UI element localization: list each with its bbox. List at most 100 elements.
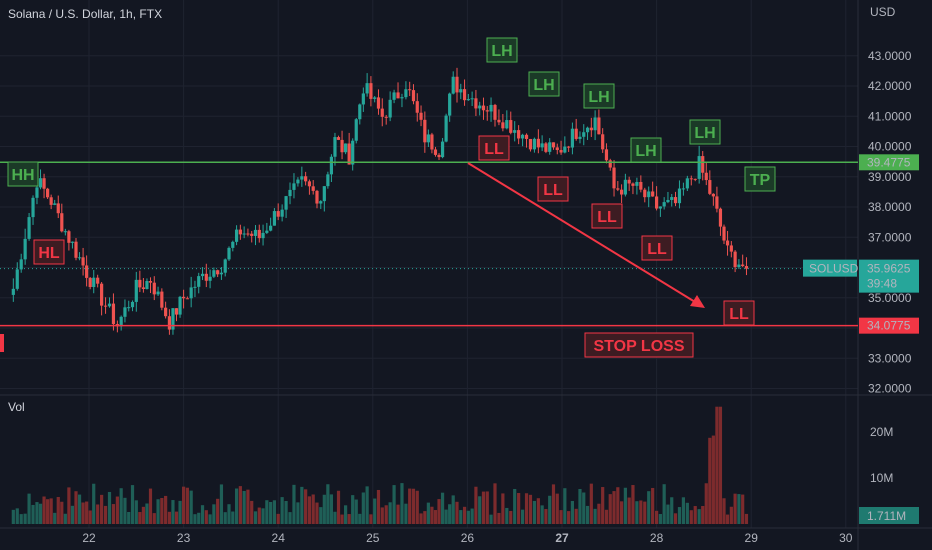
candle-body (96, 277, 100, 284)
volume-bar (326, 484, 330, 524)
level-price-tag (859, 317, 919, 334)
volume-bar (741, 494, 745, 524)
candle-body (365, 83, 369, 94)
x-tick-label: 29 (745, 531, 759, 545)
volume-bar (171, 500, 175, 524)
annotation-box (537, 176, 569, 202)
candle-body (612, 167, 616, 189)
candle-body (677, 188, 682, 204)
candle-body (369, 83, 373, 99)
candle-body (280, 209, 284, 217)
volume-bar (115, 496, 119, 524)
volume-bar (419, 513, 423, 524)
volume-bar (107, 491, 112, 524)
volume-bar (658, 514, 662, 524)
annotation-label: LL (484, 141, 504, 158)
candle-body (156, 291, 160, 295)
volume-bar (123, 497, 127, 524)
symbol-label: SOLUSD (809, 262, 859, 276)
candle-body (304, 176, 308, 182)
candle-body (167, 316, 172, 330)
volume-bar (725, 514, 730, 524)
candle-body (505, 120, 509, 129)
candle-body (347, 143, 351, 165)
candle-body (544, 143, 548, 152)
candle-body (242, 233, 246, 235)
volume-bar (532, 500, 537, 524)
volume-bar (655, 510, 659, 524)
volume-bar (701, 505, 705, 524)
volume-bar (369, 514, 373, 524)
volume-bar (74, 491, 78, 524)
volume-bar (524, 493, 529, 524)
volume-bar (481, 491, 486, 524)
candle-body (673, 197, 678, 204)
last-price-tag (859, 259, 919, 293)
candle-body (555, 147, 559, 151)
candle-body (536, 138, 540, 148)
volume-bar (130, 485, 135, 524)
candle-body (269, 225, 273, 231)
volume-bar (11, 509, 15, 524)
volume-bar (685, 502, 689, 524)
volume-bar (315, 502, 319, 524)
volume-bar (100, 494, 104, 524)
candle-body (234, 229, 239, 242)
annotation-box (33, 239, 65, 265)
candle-body (296, 179, 300, 184)
volume-bar (635, 501, 639, 524)
candle-body (711, 193, 715, 197)
candle-body (411, 90, 416, 102)
candle-body (11, 288, 15, 295)
candle-body (489, 104, 493, 112)
annotation-box (7, 161, 39, 187)
volume-bar (242, 490, 246, 524)
volume-bar (582, 492, 586, 524)
volume-bar (265, 500, 269, 524)
annotation-label: LH (588, 89, 609, 106)
candle-body (152, 282, 156, 295)
candle-body (655, 196, 659, 209)
volume-bar (673, 513, 678, 524)
annotation-box (689, 119, 721, 145)
candle-body (647, 191, 651, 198)
volume-bar (400, 483, 404, 524)
candle-body (532, 138, 537, 150)
candle-body (658, 206, 662, 209)
volume-bar (485, 491, 489, 524)
candle-body (74, 241, 78, 258)
volume-bar (604, 509, 609, 524)
candle-body (437, 154, 441, 158)
y-tick-label: 40.0000 (868, 140, 912, 154)
volume-bar (384, 505, 388, 524)
y-tick-label: 32.0000 (868, 382, 912, 396)
candle-body (733, 251, 737, 268)
candle-body (563, 146, 567, 153)
candle-body (19, 259, 23, 270)
candle-body (481, 105, 486, 111)
bar-countdown: 39:48 (867, 277, 897, 291)
volume-bar (462, 506, 467, 524)
candle-body (548, 142, 552, 152)
volume-bar (63, 513, 67, 524)
volume-bar (627, 497, 631, 524)
annotation-label: LL (543, 182, 563, 199)
candle-body (466, 99, 470, 101)
volume-bar (440, 492, 445, 524)
volume-bar (127, 511, 131, 524)
candle-body (408, 89, 412, 91)
x-tick-label: 27 (555, 531, 569, 545)
candle-body (689, 178, 693, 180)
candle-body (238, 229, 242, 235)
annotation-label: LL (597, 209, 617, 226)
candle-body (651, 191, 655, 197)
candle-body (119, 316, 123, 327)
candle-body (681, 188, 686, 190)
volume-bar (744, 513, 749, 524)
candle-body (219, 272, 224, 275)
candle-body (253, 229, 258, 236)
candle-body (257, 229, 261, 239)
volume-bar (60, 501, 64, 524)
candle-body (35, 187, 39, 198)
